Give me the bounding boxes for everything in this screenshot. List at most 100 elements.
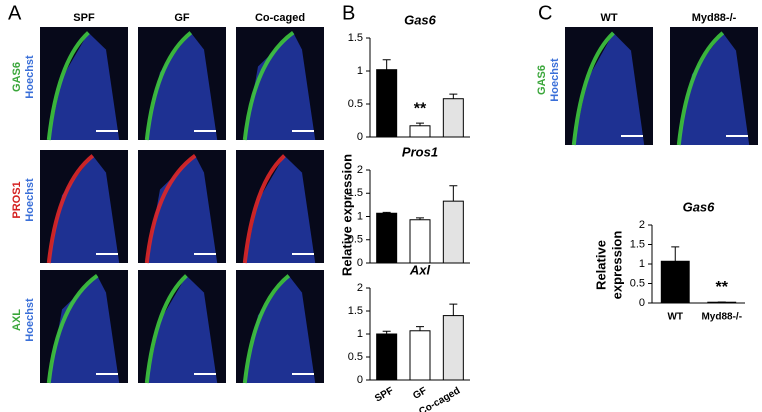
annotation: ** — [716, 279, 729, 296]
column-label: Co-caged — [255, 12, 305, 24]
counterstain-label: Hoechst — [24, 298, 36, 342]
stain-label: PROS1 — [11, 181, 23, 218]
bar — [409, 219, 431, 264]
bar — [376, 69, 398, 138]
x-tick-label: GF — [411, 385, 429, 401]
tissue-edge — [571, 31, 615, 146]
bar — [442, 98, 464, 138]
tissue — [244, 155, 316, 263]
y-tick-label: 0 — [357, 374, 363, 386]
tissue-edge — [46, 274, 99, 384]
y-tick-label: 1 — [357, 210, 363, 222]
x-tick-label: SPF — [373, 385, 395, 404]
chart-title: Axl — [409, 262, 431, 277]
error-bar — [382, 59, 391, 70]
tissue — [48, 275, 120, 383]
micrograph — [40, 150, 128, 264]
tissue — [573, 32, 645, 145]
y-tick-label: 1.5 — [348, 32, 363, 44]
column-label: Myd88-/- — [692, 12, 737, 24]
tissue — [146, 275, 218, 383]
error-bar — [449, 185, 458, 202]
y-tick-label: 1 — [639, 258, 645, 270]
bar — [442, 315, 464, 381]
panel-letter: B — [342, 2, 355, 24]
micrograph — [236, 150, 324, 264]
micrograph — [40, 27, 128, 141]
chart-title: Gas6 — [683, 199, 716, 214]
error-bar — [416, 217, 424, 220]
y-tick-label: 1.5 — [630, 238, 645, 250]
tissue-edge — [676, 31, 725, 146]
bar — [409, 330, 431, 381]
micrograph — [138, 150, 226, 264]
tissue-edge — [144, 154, 197, 264]
micrograph — [236, 27, 324, 141]
counterstain-label: Hoechst — [24, 55, 36, 99]
bar — [376, 212, 398, 264]
y-tick-label: 1.5 — [348, 187, 363, 199]
tissue — [244, 32, 316, 140]
micrograph — [670, 27, 758, 146]
error-bar — [416, 122, 424, 126]
micrograph — [565, 27, 653, 146]
y-tick-label: 0.5 — [348, 234, 363, 246]
chart-title: Gas6 — [404, 12, 437, 27]
stain-label: GAS6 — [536, 65, 548, 95]
error-bar — [449, 303, 458, 316]
chart-title: Pros1 — [402, 144, 438, 159]
x-tick-label: Myd88-/- — [701, 312, 742, 323]
tissue — [678, 32, 750, 145]
bar — [442, 200, 464, 264]
bar — [660, 260, 690, 304]
column-label: SPF — [73, 12, 95, 24]
counterstain-label: Hoechst — [549, 58, 561, 102]
bar — [376, 333, 398, 381]
panel-letter: C — [538, 2, 552, 24]
annotation: ** — [414, 100, 427, 117]
column-label: WT — [600, 12, 617, 24]
y-axis-label: Relative expression — [339, 154, 354, 276]
error-bar — [449, 93, 458, 99]
y-tick-label: 0.5 — [630, 277, 645, 289]
stain-label: AXL — [11, 309, 23, 331]
tissue-edge — [144, 274, 188, 384]
tissue-edge — [242, 31, 295, 141]
error-bar — [416, 326, 424, 331]
y-tick-label: 0 — [357, 257, 363, 269]
panel-letter: A — [8, 2, 22, 24]
tissue-edge — [46, 154, 95, 264]
y-tick-label: 2 — [357, 164, 363, 176]
y-tick-label: 2 — [639, 219, 645, 231]
x-tick-label: WT — [667, 312, 683, 323]
y-axis-label: Relative — [593, 240, 608, 290]
micrograph — [236, 270, 324, 384]
tissue-edge — [242, 154, 286, 264]
y-tick-label: 2 — [357, 282, 363, 294]
tissue — [146, 155, 218, 263]
tissue — [48, 155, 120, 263]
micrograph — [138, 270, 226, 384]
stain-label: GAS6 — [11, 62, 23, 92]
y-tick-label: 0 — [639, 297, 645, 309]
bar — [409, 125, 431, 138]
counterstain-label: Hoechst — [24, 178, 36, 222]
tissue — [146, 32, 218, 140]
y-tick-label: 0.5 — [348, 98, 363, 110]
y-tick-label: 0.5 — [348, 351, 363, 363]
micrograph — [40, 270, 128, 384]
y-tick-label: 1.5 — [348, 305, 363, 317]
column-label: GF — [174, 12, 190, 24]
y-tick-label: 1 — [357, 328, 363, 340]
y-tick-label: 1 — [357, 65, 363, 77]
error-bar — [382, 211, 391, 214]
tissue-edge — [144, 31, 193, 141]
error-bar — [671, 246, 680, 262]
y-axis-label: expression — [609, 231, 624, 300]
error-bar — [382, 330, 391, 334]
micrograph — [138, 27, 226, 141]
tissue-edge — [242, 274, 291, 384]
y-tick-label: 0 — [357, 131, 363, 143]
